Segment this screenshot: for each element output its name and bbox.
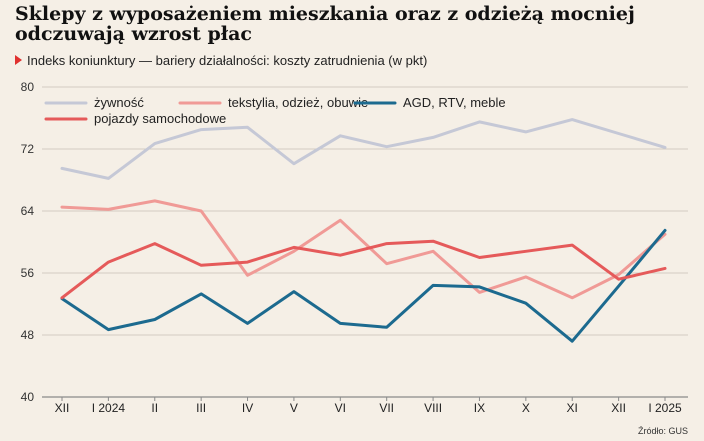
x-tick-label: IX	[474, 401, 485, 415]
y-tick-label: 56	[21, 266, 35, 280]
series-lines	[60, 118, 667, 343]
y-tick-label: 72	[21, 142, 35, 156]
x-tick-label: VIII	[424, 401, 442, 415]
x-tick-label: X	[522, 401, 530, 415]
legend: żywność tekstylia, odzież, obuwie AGD, RTV…	[44, 95, 506, 126]
x-tick-label: XII	[611, 401, 626, 415]
x-tick-label: XII	[55, 401, 70, 415]
y-tick-label: 48	[21, 328, 35, 342]
x-axis-ticks: XII I 2024 II III IV V VI VII VIII IX X XI XII I 2025	[55, 397, 682, 415]
x-tick-label: III	[196, 401, 206, 415]
x-tick-label: V	[290, 401, 298, 415]
y-tick-label: 64	[21, 204, 35, 218]
y-axis-ticks: 40 48 56 64 72 80	[21, 80, 35, 404]
x-tick-label: VII	[379, 401, 394, 415]
x-tick-label: I 2024	[92, 401, 126, 415]
x-tick-label: VI	[335, 401, 346, 415]
series-line	[60, 228, 667, 343]
legend-label: pojazdy samochodowe	[94, 111, 226, 126]
series-line	[60, 118, 667, 180]
triangle-marker-icon	[15, 55, 22, 65]
x-tick-label: II	[151, 401, 158, 415]
series-line	[60, 199, 667, 300]
y-tick-label: 40	[21, 390, 35, 404]
y-tick-label: 80	[21, 80, 35, 94]
x-tick-label: I 2025	[648, 401, 682, 415]
gridlines	[42, 86, 688, 398]
legend-label: AGD, RTV, meble	[403, 95, 506, 110]
x-tick-label: IV	[242, 401, 253, 415]
x-tick-label: XI	[567, 401, 578, 415]
source-note: Źródło: GUS	[637, 426, 688, 436]
legend-label: żywność	[94, 95, 144, 110]
chart-subtitle: Indeks koniunktury — bariery działalnośc…	[15, 53, 427, 69]
legend-label: tekstylia, odzież, obuwie	[228, 95, 368, 110]
series-line	[60, 239, 667, 300]
subtitle-text: Indeks koniunktury — bariery działalnośc…	[27, 53, 428, 68]
chart-title: Sklepy z wyposażeniem mieszkania oraz z …	[15, 3, 635, 45]
